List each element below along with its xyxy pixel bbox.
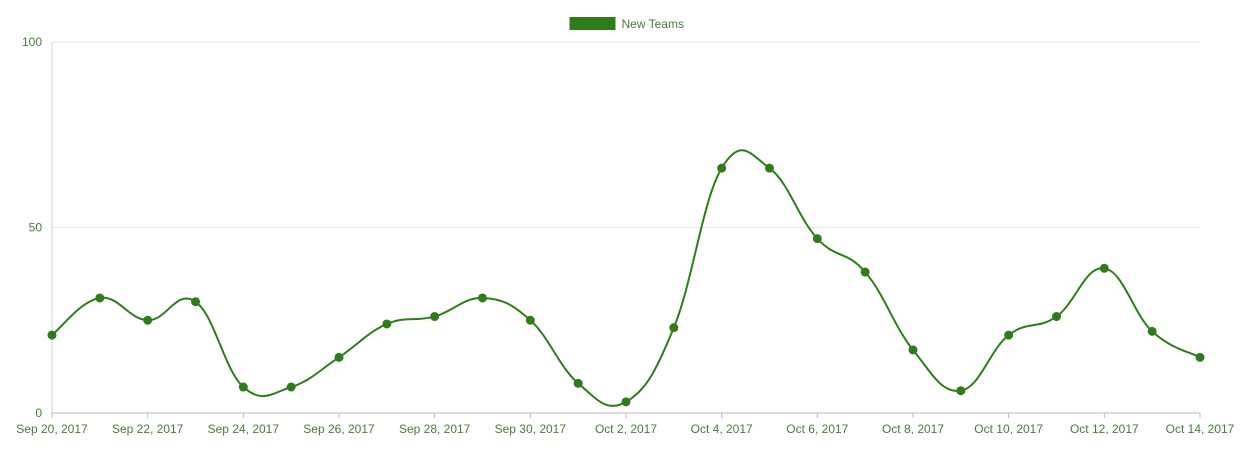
x-tick-label: Oct 10, 2017	[974, 422, 1043, 436]
data-point[interactable]	[812, 234, 822, 244]
data-point[interactable]	[1195, 352, 1205, 362]
data-point[interactable]	[478, 293, 487, 303]
data-point[interactable]	[47, 330, 57, 340]
data-points	[47, 163, 1205, 407]
series-lines	[51, 149, 1201, 407]
data-point[interactable]	[95, 293, 105, 303]
data-point[interactable]	[573, 378, 583, 388]
data-point[interactable]	[1099, 263, 1109, 273]
x-tick-label: Sep 28, 2017	[399, 422, 471, 436]
data-point[interactable]	[669, 323, 679, 333]
legend-label[interactable]: New Teams	[622, 17, 684, 31]
data-point[interactable]	[430, 312, 440, 322]
x-tick-label: Sep 30, 2017	[495, 422, 567, 436]
x-tick-label: Sep 24, 2017	[208, 422, 280, 436]
x-tick-label: Oct 4, 2017	[691, 422, 753, 436]
data-point[interactable]	[334, 352, 344, 362]
data-point[interactable]	[1004, 330, 1014, 340]
legend[interactable]: New Teams	[569, 17, 684, 31]
grid-lines	[52, 41, 1200, 228]
data-point[interactable]	[191, 297, 200, 307]
data-point[interactable]	[908, 345, 918, 355]
data-point[interactable]	[1052, 312, 1061, 322]
x-tick-label: Sep 26, 2017	[303, 422, 375, 436]
x-axis-ticks: Sep 20, 2017 Sep 22, 2017 Sep 24, 2017 Sep …	[16, 413, 1235, 436]
data-point[interactable]	[143, 315, 153, 325]
data-point[interactable]	[1147, 326, 1157, 336]
x-tick-label: Sep 22, 2017	[112, 422, 184, 436]
legend-swatch[interactable]	[569, 17, 616, 30]
y-tick-label: 0	[35, 406, 42, 420]
data-point[interactable]	[765, 163, 774, 173]
data-point[interactable]	[382, 319, 392, 329]
series-line-new-teams	[51, 149, 1201, 407]
y-axis-ticks: 0 50 100	[22, 35, 42, 420]
x-tick-label: Oct 14, 2017	[1166, 422, 1235, 436]
data-point[interactable]	[956, 386, 966, 396]
x-tick-label: Oct 6, 2017	[786, 422, 848, 436]
data-point[interactable]	[717, 163, 727, 173]
x-tick-label: Sep 20, 2017	[16, 422, 88, 436]
data-point[interactable]	[286, 382, 296, 392]
x-tick-label: Oct 12, 2017	[1070, 422, 1139, 436]
data-point[interactable]	[525, 315, 535, 325]
data-point[interactable]	[860, 267, 870, 277]
x-tick-label: Oct 8, 2017	[882, 422, 944, 436]
x-tick-label: Oct 2, 2017	[595, 422, 657, 436]
data-point[interactable]	[621, 397, 631, 407]
data-point[interactable]	[238, 382, 248, 392]
y-tick-label: 100	[22, 35, 42, 49]
y-tick-label: 50	[29, 221, 43, 235]
